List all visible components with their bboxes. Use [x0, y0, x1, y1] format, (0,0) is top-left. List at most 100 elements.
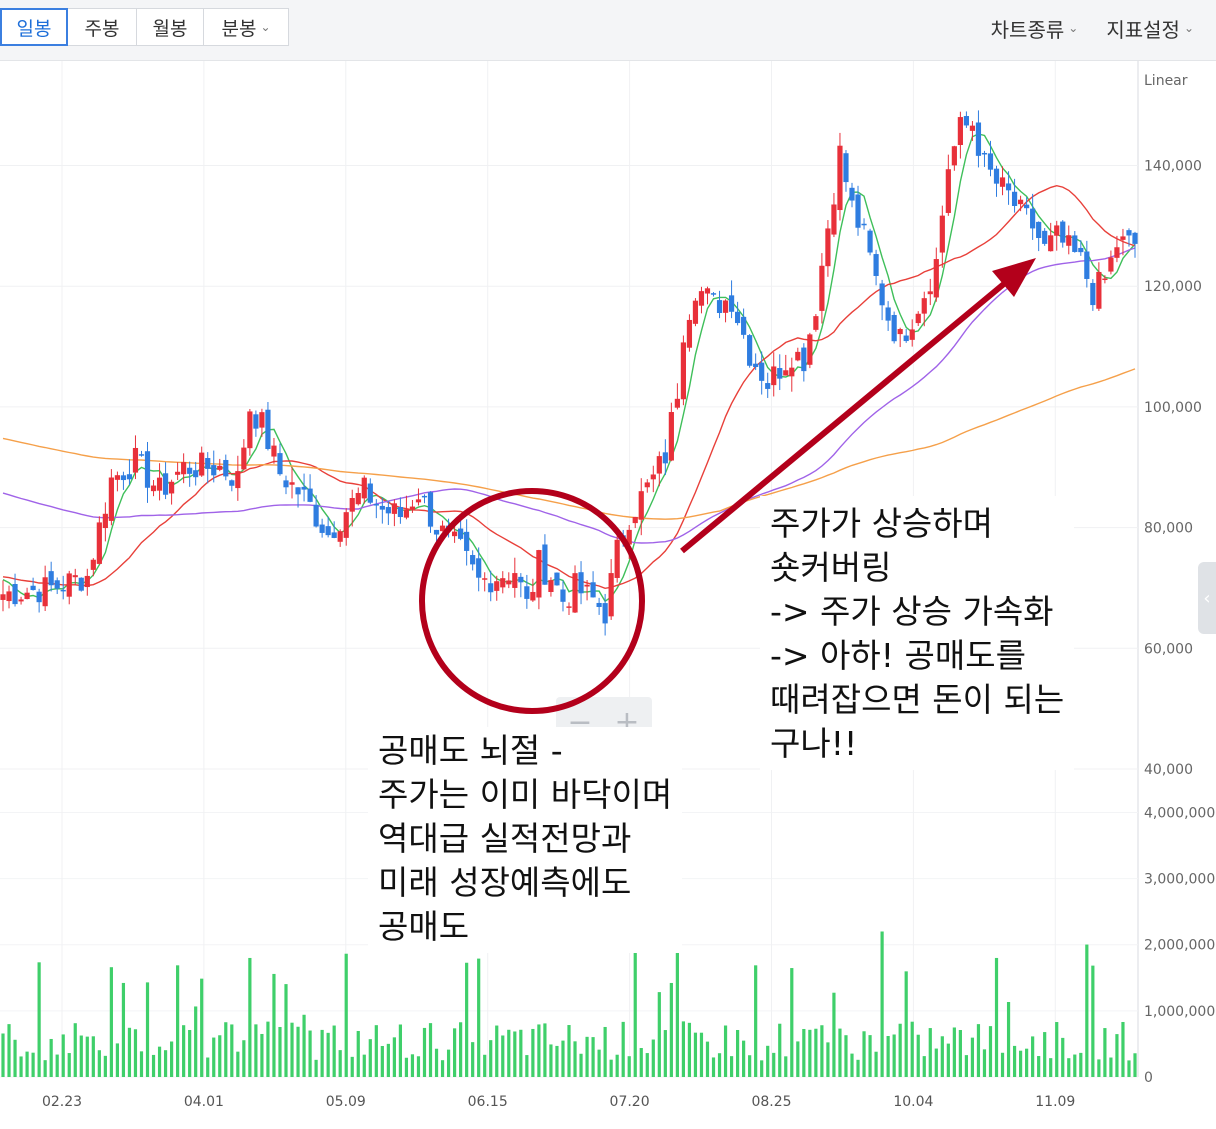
volume-bar	[856, 1059, 860, 1077]
candle-body	[0, 594, 6, 600]
candle-body	[96, 522, 102, 564]
candle-body	[855, 194, 861, 228]
candle-body	[1048, 235, 1054, 252]
candle-body	[36, 591, 42, 603]
volume-bar	[711, 1057, 716, 1077]
candle-body	[211, 465, 217, 476]
volume-bar	[37, 962, 41, 1077]
candle-body	[30, 585, 36, 591]
candle-body	[114, 475, 121, 480]
indicator-settings-dropdown[interactable]: 지표설정 ⌄	[1106, 14, 1194, 43]
candle-body	[1102, 278, 1108, 281]
candle-body	[482, 578, 488, 580]
volume-bar	[452, 1028, 457, 1077]
volume-bar	[1012, 1045, 1017, 1077]
volume-bar	[814, 1028, 818, 1077]
chart-options-menu: 차트종류 ⌄ 지표설정 ⌄	[991, 8, 1194, 48]
volume-bar	[850, 1053, 854, 1077]
date-tick-label: 11.09	[1035, 1094, 1075, 1110]
volume-bar	[597, 1049, 601, 1077]
volume-tick-label: 0	[1144, 1070, 1153, 1086]
candle-body	[765, 383, 771, 389]
volume-bar	[723, 1025, 728, 1077]
chart-canvas[interactable]: 140,000 120,000 100,000 80,000 60,000 40,000 L…	[0, 61, 1216, 1125]
volume-bar	[1085, 944, 1089, 1077]
volume-bar	[940, 1036, 944, 1077]
volume-bar	[169, 1041, 174, 1077]
candle-body	[590, 582, 596, 598]
candle-body	[831, 204, 837, 235]
volume-bar	[549, 1044, 553, 1077]
volume-bar	[591, 1037, 595, 1077]
candle-body	[18, 599, 24, 602]
collapse-panel-handle[interactable]: ‹	[1198, 562, 1216, 634]
volume-bar	[302, 1014, 306, 1077]
candle-body	[223, 459, 229, 477]
volume-bar	[922, 1056, 926, 1077]
volume-bar	[669, 982, 673, 1077]
candle-body	[331, 532, 337, 538]
tab-minute[interactable]: 분봉 ⌄	[203, 8, 289, 46]
tab-weekly[interactable]: 주봉	[67, 8, 137, 46]
candle-body	[458, 528, 464, 539]
volume-bar	[374, 1025, 378, 1077]
volume-bar	[200, 978, 204, 1077]
candle-body	[1024, 204, 1030, 209]
volume-bar	[982, 1049, 987, 1077]
candle-body	[927, 291, 933, 295]
volume-bar	[19, 1056, 23, 1077]
volume-bar	[501, 1035, 505, 1077]
tab-monthly[interactable]: 월봉	[136, 8, 204, 46]
date-tick-label: 08.25	[751, 1094, 791, 1110]
candle-body	[108, 477, 114, 521]
ma120-line	[2, 368, 1136, 520]
volume-bar	[778, 1023, 782, 1077]
candle-body	[548, 580, 554, 592]
volume-bar	[440, 1060, 445, 1077]
volume-bar	[970, 1037, 975, 1077]
chevron-down-icon: ⌄	[1068, 21, 1079, 35]
volume-bar	[1103, 1028, 1107, 1077]
volume-bar	[236, 1051, 240, 1077]
volume-bar	[964, 1055, 969, 1077]
volume-bar	[567, 1025, 571, 1077]
price-tick-label: 100,000	[1144, 400, 1202, 416]
volume-bar	[176, 965, 180, 1077]
volume-bar	[43, 1060, 47, 1077]
volume-bar	[844, 1035, 848, 1077]
volume-bar	[151, 1054, 156, 1077]
stock-chart-area[interactable]: 140,000 120,000 100,000 80,000 60,000 40,000 L…	[0, 61, 1216, 1125]
chart-type-dropdown[interactable]: 차트종류 ⌄	[991, 14, 1079, 43]
volume-bar	[127, 1027, 132, 1077]
volume-bar	[994, 957, 999, 1077]
volume-bar	[934, 1048, 938, 1077]
tab-daily[interactable]: 일봉	[0, 8, 68, 46]
candle-body	[795, 351, 801, 361]
tab-weekly-label: 주봉	[84, 17, 120, 40]
volume-bar	[1000, 1052, 1005, 1077]
volume-bar	[579, 1053, 583, 1077]
volume-bar	[976, 1024, 981, 1077]
volume-bar	[1127, 1060, 1131, 1077]
candle-body	[126, 474, 133, 480]
candle-body	[903, 335, 909, 342]
volume-bar	[49, 1038, 53, 1077]
candle-body	[367, 483, 373, 503]
candle-body	[1030, 208, 1036, 229]
volume-bar	[446, 1049, 451, 1077]
chart-type-label: 차트종류	[990, 17, 1065, 42]
candle-body	[602, 603, 608, 624]
price-tick-label: 40,000	[1144, 762, 1193, 778]
date-tick-label: 06.15	[468, 1094, 508, 1110]
candle-body	[102, 513, 108, 529]
candle-body	[1120, 236, 1126, 240]
volume-bar	[729, 1056, 734, 1077]
volume-bars	[1, 825, 1137, 1077]
volume-bar	[55, 1054, 59, 1077]
uptrend-arrow-shaft	[680, 280, 1007, 554]
volume-bar	[410, 1054, 415, 1077]
candle-body	[168, 481, 175, 494]
volume-bar	[489, 1040, 493, 1077]
candle-body	[999, 177, 1006, 187]
volume-bar	[928, 1028, 932, 1077]
